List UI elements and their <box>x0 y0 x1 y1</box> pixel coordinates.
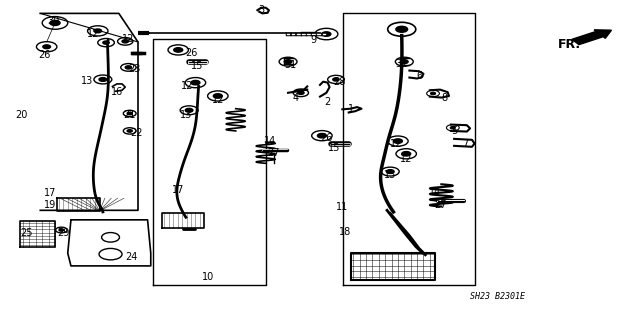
Text: 12: 12 <box>122 34 134 44</box>
Circle shape <box>401 60 408 63</box>
Text: 4: 4 <box>292 93 299 103</box>
Text: 23: 23 <box>129 64 141 74</box>
Text: 6: 6 <box>416 71 422 81</box>
Circle shape <box>394 139 403 143</box>
Text: 3: 3 <box>258 5 264 15</box>
Text: 27: 27 <box>267 148 280 158</box>
Circle shape <box>103 41 109 44</box>
Text: 31: 31 <box>284 60 296 70</box>
Text: 2: 2 <box>324 97 331 107</box>
Text: 30: 30 <box>47 16 59 26</box>
Circle shape <box>333 78 339 81</box>
Text: 13: 13 <box>384 170 396 180</box>
Circle shape <box>122 40 129 43</box>
Circle shape <box>173 48 182 52</box>
Circle shape <box>94 29 102 33</box>
Circle shape <box>185 108 193 112</box>
Text: 18: 18 <box>339 227 351 237</box>
Circle shape <box>322 32 331 36</box>
Text: 26: 26 <box>320 133 333 143</box>
Text: 12: 12 <box>400 153 412 164</box>
Circle shape <box>298 91 304 94</box>
Text: 7: 7 <box>463 139 468 149</box>
Text: 28: 28 <box>333 77 346 87</box>
Circle shape <box>396 26 408 32</box>
Text: 13: 13 <box>81 76 93 86</box>
Circle shape <box>431 92 436 95</box>
Text: 9: 9 <box>310 35 317 45</box>
Text: 15: 15 <box>328 143 340 153</box>
Circle shape <box>451 126 456 129</box>
Text: 12: 12 <box>390 139 403 149</box>
Circle shape <box>284 60 292 63</box>
Text: 29: 29 <box>57 227 70 238</box>
Text: 10: 10 <box>202 272 214 282</box>
Circle shape <box>43 45 51 49</box>
Text: 12: 12 <box>212 95 224 105</box>
Text: 19: 19 <box>44 200 56 210</box>
Text: 26: 26 <box>185 48 197 58</box>
Text: 14: 14 <box>264 136 276 146</box>
Text: FR.: FR. <box>557 38 580 51</box>
Text: 17: 17 <box>172 185 184 195</box>
Text: 22: 22 <box>130 128 142 138</box>
Text: 24: 24 <box>125 252 138 262</box>
Circle shape <box>50 20 60 26</box>
Circle shape <box>213 94 222 98</box>
Text: 12: 12 <box>181 81 193 92</box>
Text: SH23 B2301E: SH23 B2301E <box>470 292 525 301</box>
Text: 16: 16 <box>111 87 123 97</box>
Circle shape <box>317 133 326 138</box>
Text: 31: 31 <box>396 59 408 69</box>
Circle shape <box>387 170 394 174</box>
Text: 20: 20 <box>15 110 28 120</box>
Text: 14: 14 <box>429 187 441 197</box>
Circle shape <box>402 152 411 156</box>
Text: 8: 8 <box>442 93 447 103</box>
Text: 5: 5 <box>451 126 457 136</box>
Circle shape <box>59 229 63 231</box>
Circle shape <box>99 78 107 81</box>
Text: 21: 21 <box>124 110 136 120</box>
Circle shape <box>125 66 132 69</box>
Text: 27: 27 <box>434 200 446 210</box>
Text: 25: 25 <box>20 228 33 238</box>
Text: 17: 17 <box>44 189 57 198</box>
Text: 1: 1 <box>348 104 354 114</box>
Circle shape <box>191 80 200 85</box>
Circle shape <box>127 130 132 132</box>
Text: 15: 15 <box>191 61 203 71</box>
Circle shape <box>127 112 132 115</box>
Text: 11: 11 <box>335 202 348 211</box>
Text: 26: 26 <box>38 50 51 60</box>
Text: 12: 12 <box>87 29 99 39</box>
FancyArrow shape <box>572 30 611 45</box>
Text: 13: 13 <box>180 110 192 120</box>
